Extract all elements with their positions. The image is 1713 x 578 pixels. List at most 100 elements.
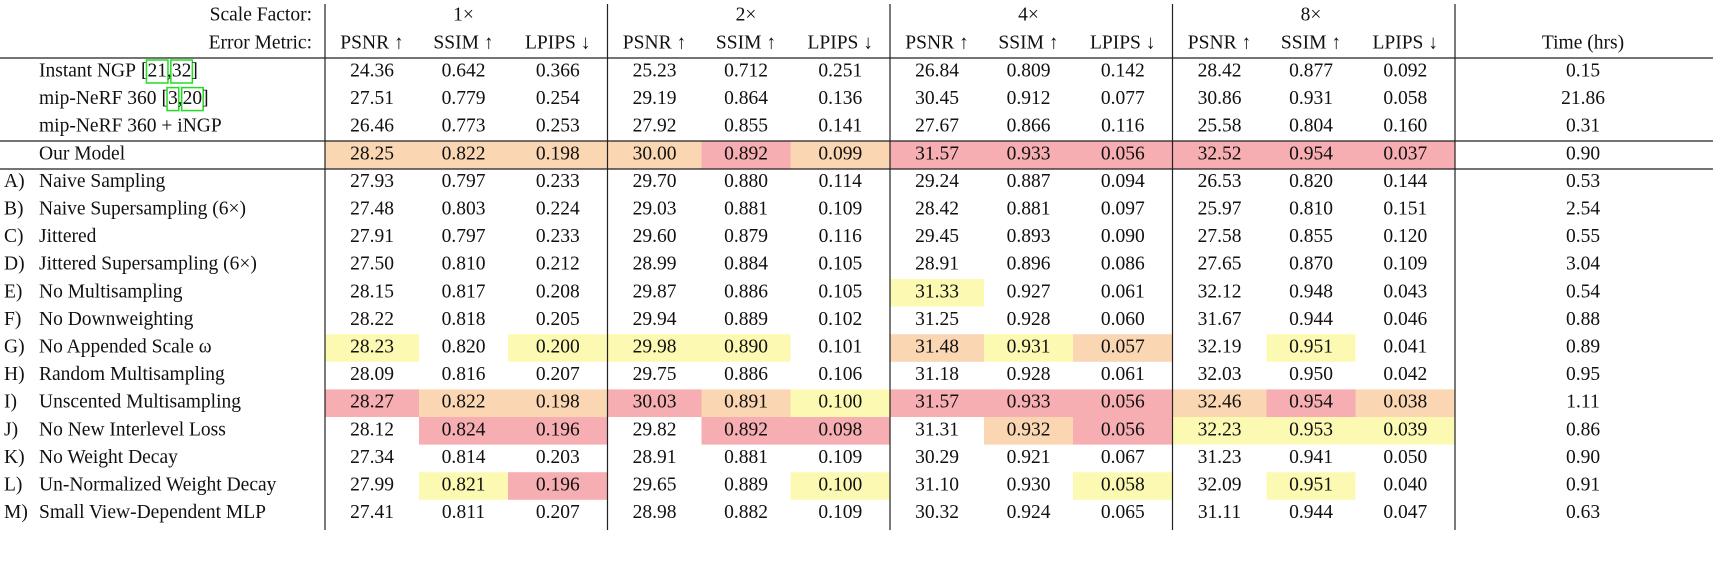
cell-value: 0.90 [1566,143,1600,164]
cell-value: 0.233 [536,226,580,247]
cell-value: 32.03 [1198,364,1242,385]
cell-value: 0.950 [1289,364,1333,385]
cell-value: 0.208 [536,281,580,302]
cell-value: 0.136 [818,88,862,109]
column-header: LPIPS ↓ [525,32,591,53]
cell-value: 0.109 [818,447,862,468]
cell-value: 32.09 [1198,474,1242,495]
cell-highlight [508,389,608,417]
cell-value: 0.864 [724,88,768,109]
cell-value: 0.892 [724,143,768,164]
cell-value: 0.198 [536,143,580,164]
cell-highlight [1073,389,1173,417]
row-name: mip-NeRF 360 [39,88,157,109]
cell-value: 0.366 [536,60,580,81]
cell-value: 27.91 [350,226,394,247]
cell-highlight [419,472,508,500]
cell-highlight [1172,389,1267,417]
cell-highlight [790,417,890,445]
cell-highlight [701,417,791,445]
row-name: No New Interlevel Loss [39,419,226,440]
cell-value: 0.041 [1383,336,1427,357]
citation: 20 [183,88,203,109]
cell-value: 0.116 [1101,116,1144,137]
cell-value: 28.15 [350,281,394,302]
cell-highlight [701,389,791,417]
cell-value: 28.23 [350,336,394,357]
cell-highlight [325,389,419,417]
cell-highlight [890,389,984,417]
cell-value: 0.065 [1101,502,1145,523]
cell-highlight [1073,417,1173,445]
column-header: SSIM ↑ [433,32,493,53]
cell-highlight [508,417,608,445]
row-name: Our Model [39,143,126,164]
cell-value: 0.050 [1383,447,1427,468]
cell-value: 0.95 [1566,364,1600,385]
cell-value: 25.97 [1198,198,1242,219]
column-header: PSNR ↑ [1188,32,1251,53]
cell-value: 31.25 [915,309,959,330]
cell-value: 0.933 [1007,143,1051,164]
cell-value: 0.86 [1566,419,1600,440]
cell-value: 0.89 [1566,336,1600,357]
cell-value: 0.884 [724,254,768,275]
bracket: [ [162,88,169,109]
cell-value: 30.00 [633,143,677,164]
cell-value: 32.12 [1198,281,1242,302]
column-header: PSNR ↑ [340,32,403,53]
cell-value: 0.882 [724,502,768,523]
cell-highlight [607,334,702,362]
cell-value: 0.927 [1007,281,1051,302]
metric-label: Error Metric: [209,32,312,53]
cell-value: 0.037 [1383,143,1427,164]
cell-highlight [1266,389,1356,417]
row-prefix: G) [4,336,25,357]
cell-value: 28.99 [633,254,677,275]
cell-value: 0.086 [1101,254,1145,275]
cell-value: 28.09 [350,364,394,385]
row-name: Small View-Dependent MLP [39,502,266,523]
cell-highlight [607,141,702,169]
cell-value: 0.160 [1383,116,1427,137]
cell-value: 0.224 [536,198,580,219]
cell-value: 0.251 [818,60,862,81]
cell-value: 30.45 [915,88,959,109]
cell-value: 31.11 [1198,502,1241,523]
cell-value: 0.954 [1289,143,1333,164]
cell-value: 0.056 [1101,419,1145,440]
cell-value: 0.866 [1007,116,1051,137]
cell-value: 0.804 [1289,116,1333,137]
cell-value: 0.930 [1007,474,1051,495]
cell-highlight [790,472,890,500]
cell-value: 0.100 [818,392,862,413]
cell-value: 0.233 [536,171,580,192]
cell-highlight [1266,141,1356,169]
row-prefix: L) [4,474,22,495]
cell-value: 27.93 [350,171,394,192]
cell-value: 0.820 [1289,171,1333,192]
cell-value: 28.91 [915,254,959,275]
cell-value: 0.077 [1101,88,1145,109]
row-name: mip-NeRF 360 + iNGP [39,116,222,137]
cell-value: 0.870 [1289,254,1333,275]
cell-highlight [1073,472,1173,500]
cell-value: 28.42 [915,198,959,219]
column-header: PSNR ↑ [623,32,686,53]
cell-value: 0.212 [536,254,580,275]
row-name: Unscented Multisampling [39,392,241,413]
cell-value: 0.921 [1007,447,1051,468]
cell-value: 32.19 [1198,336,1242,357]
row-name: No Multisampling [39,281,183,302]
cell-value: 27.50 [350,254,394,275]
cell-value: 0.109 [1383,254,1427,275]
cell-value: 0.809 [1007,60,1051,81]
cell-value: 0.043 [1383,281,1427,302]
cell-value: 0.198 [536,392,580,413]
cell-value: 27.34 [350,447,394,468]
row-prefix: C) [4,226,24,247]
cell-highlight [508,472,608,500]
cell-value: 0.88 [1566,309,1600,330]
column-header: LPIPS ↓ [1372,32,1438,53]
cell-value: 0.932 [1007,419,1051,440]
